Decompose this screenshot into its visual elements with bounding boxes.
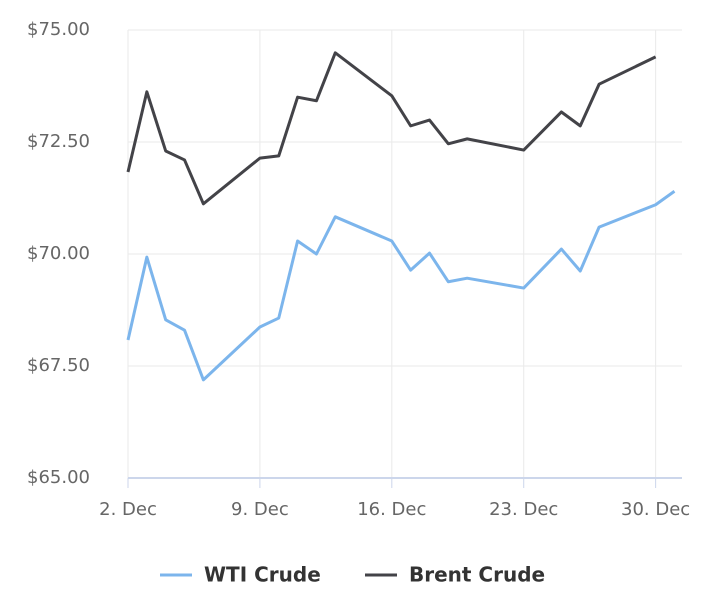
x-tick-label: 16. Dec — [357, 499, 426, 520]
legend-label: WTI Crude — [204, 563, 321, 587]
y-tick-label: $75.00 — [27, 19, 90, 40]
series-line — [126, 51, 657, 206]
y-tick-label: $72.50 — [27, 131, 90, 152]
x-tick-label: 2. Dec — [99, 499, 157, 520]
series-line — [126, 190, 676, 382]
legend-label: Brent Crude — [409, 563, 545, 587]
y-tick-label: $70.00 — [27, 243, 90, 264]
x-tick-label: 30. Dec — [621, 499, 690, 520]
y-tick-label: $65.00 — [27, 467, 90, 488]
x-tick-label: 9. Dec — [231, 499, 289, 520]
x-tick-label: 23. Dec — [489, 499, 558, 520]
y-tick-label: $67.50 — [27, 355, 90, 376]
